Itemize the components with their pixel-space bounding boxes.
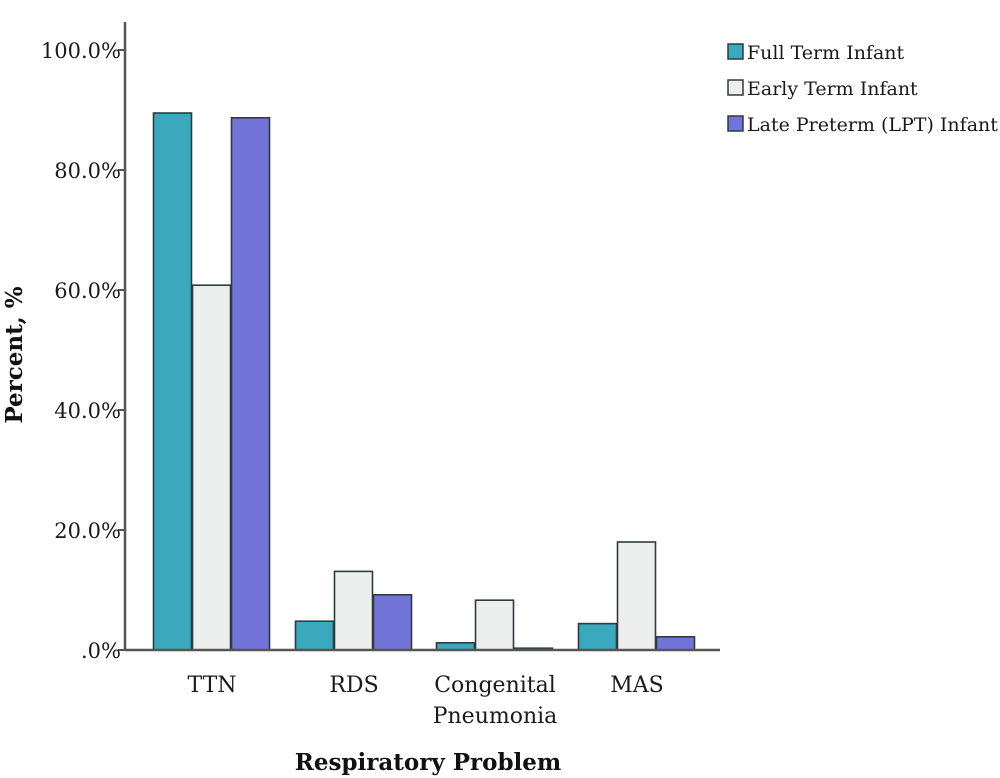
- x-category-label: MAS: [610, 673, 664, 698]
- legend-swatch: [727, 43, 744, 60]
- y-tick-label: 40.0%: [54, 399, 121, 423]
- legend-swatch: [727, 79, 744, 96]
- y-ticks: .0% 20.0% 40.0% 60.0% 80.0% 100.0%: [41, 39, 125, 663]
- bar: [294, 620, 335, 651]
- y-tick-label: 100.0%: [41, 39, 121, 63]
- x-category-label: RDS: [329, 673, 378, 698]
- legend-label: Full Term Infant: [747, 42, 905, 64]
- bar: [372, 593, 413, 651]
- y-axis-title: Percent, %: [1, 286, 28, 423]
- y-tick-label: 20.0%: [54, 519, 121, 543]
- x-category-label: TTN: [187, 673, 236, 698]
- bar: [616, 541, 657, 651]
- x-category-labels: TTN RDS Congenital Pneumonia MAS: [187, 673, 663, 729]
- legend-label: Early Term Infant: [747, 78, 918, 100]
- y-tick-label: 60.0%: [54, 279, 121, 303]
- axes-layer: [123, 22, 720, 652]
- legend-swatch: [727, 115, 744, 132]
- y-tick-label: 80.0%: [54, 159, 121, 183]
- bar: [333, 570, 374, 651]
- bar: [655, 635, 696, 651]
- y-tick-label: .0%: [81, 639, 121, 663]
- legend: Full Term Infant Early Term Infant Late Pr…: [727, 42, 998, 136]
- x-category-label: Congenital Pneumonia: [433, 673, 558, 729]
- bar: [230, 117, 271, 651]
- x-axis-title: Respiratory Problem: [295, 749, 562, 776]
- bar: [191, 284, 232, 651]
- bar: [152, 112, 193, 651]
- bars-layer: [152, 112, 696, 651]
- legend-label: Late Preterm (LPT) Infant: [747, 114, 998, 136]
- bar: [577, 622, 618, 651]
- bar: [474, 599, 515, 651]
